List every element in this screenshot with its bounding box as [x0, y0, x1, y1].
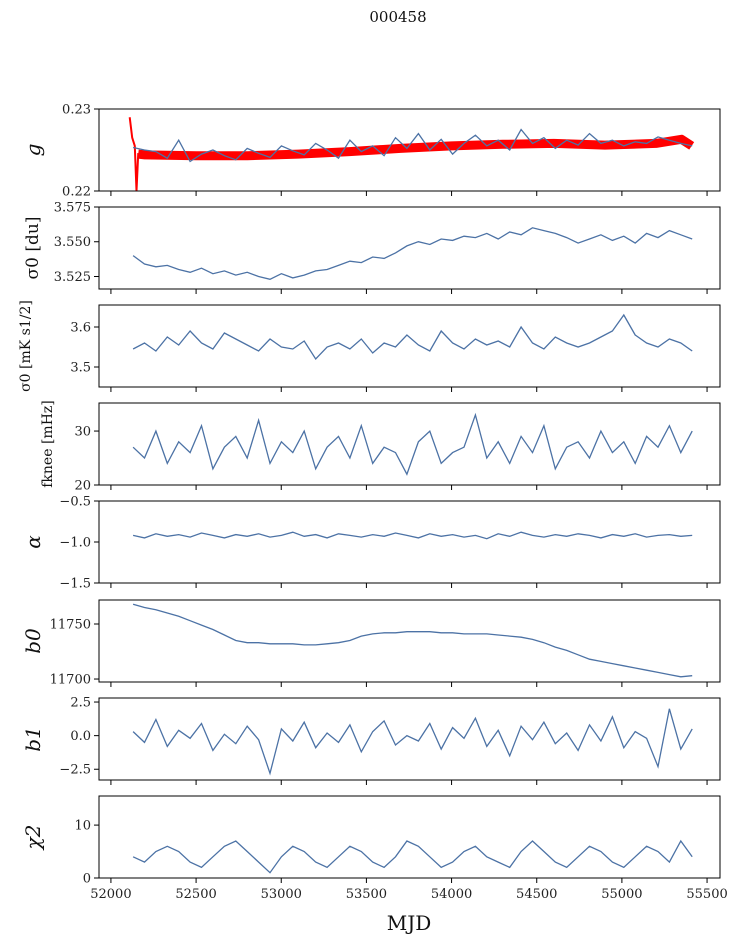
y-axis-label: g — [21, 144, 45, 157]
x-tick-label: 54000 — [431, 887, 472, 902]
y-tick-label: 3.6 — [70, 321, 91, 336]
series-line — [132, 531, 693, 540]
subplot-4: −1.5 −1.0 −0.5 α — [21, 495, 721, 592]
axes-frame — [98, 402, 721, 486]
series-line — [132, 839, 693, 874]
y-tick-label: 0.23 — [62, 103, 91, 118]
subplot-7: 0 10 52000 52500 53000 53500 54000 54500 55000 55… — [21, 795, 728, 902]
y-tick-label: 30 — [74, 425, 91, 440]
y-axis-label: σ0 [du] — [23, 217, 43, 280]
y-tick-label: −1.5 — [59, 577, 91, 592]
series-line — [132, 412, 693, 476]
y-tick-label: 0.0 — [70, 729, 91, 744]
x-tick-label: 55500 — [686, 887, 727, 902]
x-tick-label: 53500 — [346, 887, 387, 902]
subplot-2: 3.5 3.6 σ0 [mK s1/2] — [18, 300, 721, 392]
subplot-0: 0.22 0.23 g — [21, 103, 721, 200]
axes-frame — [98, 795, 721, 879]
y-tick-label: 3.5 — [70, 361, 91, 376]
series-line — [132, 128, 693, 163]
chart-title: 000458 — [369, 8, 426, 26]
x-tick-label: 55000 — [601, 887, 642, 902]
y-tick-label: 0 — [83, 872, 91, 887]
y-axis-label: b1 — [21, 726, 45, 752]
series-line — [132, 313, 693, 361]
axes-frame — [98, 206, 721, 290]
y-tick-label: 3.550 — [54, 235, 91, 250]
axes-frame — [98, 599, 721, 683]
subplot-1: 3.525 3.550 3.575 σ0 [du] — [23, 201, 721, 294]
axes-frame — [98, 108, 721, 192]
y-tick-label: 20 — [74, 479, 91, 494]
x-tick-label: 54500 — [516, 887, 557, 902]
y-tick-label: 3.525 — [54, 270, 91, 285]
axes-frame — [98, 304, 721, 388]
y-axis-label: σ0 [mK s1/2] — [18, 300, 34, 392]
axes-frame — [98, 500, 721, 584]
y-tick-label: 2.5 — [70, 696, 91, 711]
y-tick-label: 11750 — [50, 617, 91, 632]
subplot-3: 20 30 fknee [mHz] — [40, 400, 721, 494]
subplot-6: −2.5 0.0 2.5 b1 — [21, 696, 721, 785]
x-tick-label: 52000 — [90, 887, 131, 902]
fit-band-red — [137, 134, 695, 161]
y-axis-label: α — [21, 535, 45, 549]
y-tick-label: −2.5 — [59, 763, 91, 778]
y-tick-label: 10 — [74, 819, 91, 834]
y-tick-label: 3.575 — [54, 201, 91, 216]
y-axis-label: fknee [mHz] — [40, 400, 56, 488]
y-tick-label: 11700 — [50, 673, 91, 688]
y-axis-label: χ2 — [21, 825, 45, 852]
x-axis-label: MJD — [387, 911, 432, 935]
y-axis-label: b0 — [21, 628, 45, 654]
x-tick-label: 53000 — [261, 887, 302, 902]
series-line — [132, 708, 693, 776]
y-tick-label: −0.5 — [59, 495, 91, 510]
series-line — [132, 603, 693, 678]
subplot-5: 11700 11750 b0 — [21, 599, 721, 688]
y-tick-label: 0.22 — [62, 185, 91, 200]
y-tick-label: −1.0 — [59, 536, 91, 551]
x-tick-label: 52500 — [175, 887, 216, 902]
axes-frame — [98, 697, 721, 781]
series-line — [132, 227, 693, 280]
